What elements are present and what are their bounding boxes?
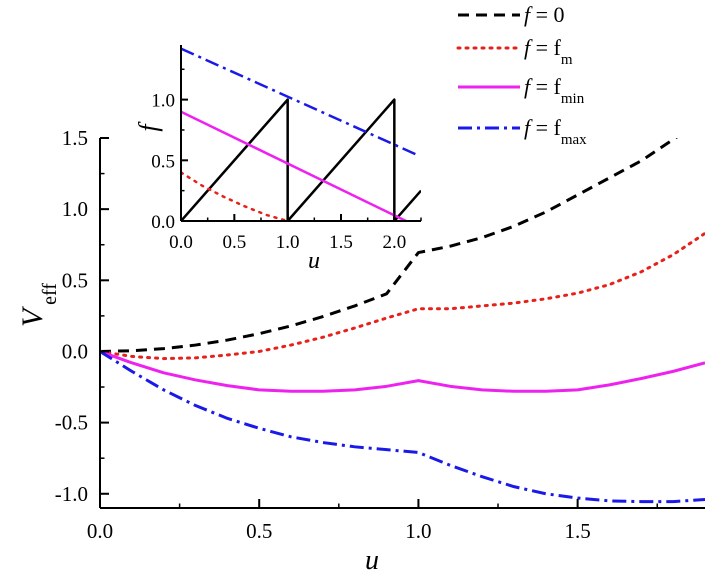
main-y-axis-title-sub: eff [39,283,61,305]
main-plot-y-tick-label: 1.5 [62,126,88,150]
main-plot-x-tick-label: 0.0 [87,519,113,543]
inset-plot-series-line-3 [181,47,417,156]
inset-plot: 0.0 0.5 1.0 1.5 2.0 0.0 0.5 1.0 [151,45,422,253]
main-plot: 0.0 0.5 1.0 1.5 1.5 1.0 0.5 0.0 -0.5 -1.0 [55,126,705,543]
inset-plot-x-tick-label: 1.0 [276,232,300,253]
inset-plot-series-line-0 [181,98,421,221]
legend-label: f = fmin [524,74,585,107]
inset-plot-series-line-1 [181,171,289,221]
main-plot-y-tick-label: 1.0 [62,197,88,221]
inset-plot-y-tick-label: 1.0 [151,91,175,112]
main-y-axis-title: V eff [16,283,61,327]
main-plot-series-line-3 [100,350,705,504]
main-plot-y-tick-label: 0.5 [62,268,88,292]
main-plot-series-line-0 [100,138,678,353]
main-plot-series-group [100,138,705,504]
inset-y-axis-title: f [134,121,163,132]
inset-plot-series-line-2 [181,110,409,221]
legend-label: f = 0 [524,2,565,27]
inset-plot-y-tick-label: 0.5 [151,151,175,172]
legend-label: f = fm [524,35,573,68]
legend: f = 0 f = fm f = fmin f = fmax [456,2,587,148]
main-plot-x-tick-label: 1.0 [405,519,431,543]
inset-plot-series-group [181,47,421,221]
main-plot-series-line-2 [100,350,705,393]
inset-plot-x-tick-label: 0.0 [169,232,193,253]
main-plot-series-line-1 [100,231,705,361]
main-plot-y-tick-label: 0.0 [62,339,88,363]
main-y-axis-title-main: V [16,305,49,327]
inset-plot-y-tick-label: 0.0 [151,212,175,233]
main-x-axis-title: u [365,545,379,573]
inset-plot-x-tick-label: 1.5 [329,232,353,253]
inset-x-axis-title: u [308,248,320,274]
legend-label: f = fmax [524,115,587,148]
main-plot-x-tick-label: 0.5 [246,519,272,543]
inset-plot-x-tick-label: 2.0 [382,232,406,253]
main-plot-y-tick-label: -1.0 [55,482,88,506]
inset-plot-x-tick-label: 0.5 [222,232,246,253]
main-plot-y-tick-label: -0.5 [55,411,88,435]
main-plot-x-tick-label: 1.5 [565,519,591,543]
